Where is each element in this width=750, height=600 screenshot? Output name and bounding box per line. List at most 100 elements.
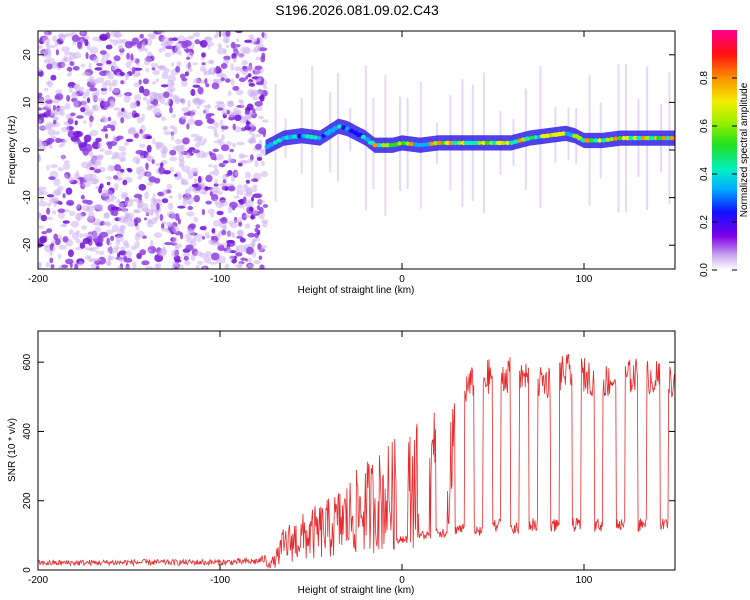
noise-blob bbox=[71, 92, 79, 99]
noise-blob bbox=[167, 97, 171, 105]
noise-blob bbox=[197, 86, 204, 95]
noise-blob bbox=[111, 156, 116, 160]
noise-blob bbox=[136, 230, 145, 238]
noise-blob bbox=[261, 32, 265, 38]
noise-blob bbox=[85, 143, 93, 152]
noise-blob bbox=[260, 55, 266, 63]
noise-blob bbox=[112, 88, 120, 94]
noise-blob bbox=[157, 191, 165, 197]
noise-blob bbox=[262, 221, 268, 228]
noise-blob bbox=[170, 133, 175, 141]
noise-blob bbox=[141, 113, 145, 122]
noise-blob bbox=[79, 177, 84, 185]
noise-blob bbox=[73, 130, 82, 138]
noise-blob bbox=[178, 150, 185, 156]
noise-blob bbox=[188, 147, 196, 151]
noise-blob bbox=[230, 63, 235, 71]
noise-blob bbox=[211, 186, 221, 193]
ridge-cell bbox=[405, 141, 410, 146]
ridge-cell bbox=[432, 141, 439, 146]
noise-blob bbox=[44, 103, 52, 110]
noise-blob bbox=[137, 169, 146, 177]
noise-blob bbox=[229, 148, 234, 153]
noise-blob bbox=[184, 71, 189, 77]
noise-blob bbox=[182, 137, 190, 145]
noise-blob bbox=[169, 106, 173, 114]
noise-blob bbox=[42, 125, 51, 131]
noise-blob bbox=[234, 66, 242, 72]
noise-blob bbox=[157, 95, 162, 102]
noise-blob bbox=[252, 96, 259, 101]
noise-blob bbox=[174, 139, 183, 145]
noise-blob bbox=[107, 254, 112, 262]
noise-blob bbox=[217, 43, 223, 48]
noise-blob bbox=[111, 209, 119, 217]
noise-blob bbox=[98, 256, 106, 265]
noise-blob bbox=[151, 67, 156, 71]
ridge-cell bbox=[533, 135, 538, 140]
noise-blob bbox=[52, 210, 57, 215]
noise-blob bbox=[242, 196, 247, 204]
noise-blob bbox=[228, 206, 233, 211]
noise-blob bbox=[187, 67, 193, 73]
noise-blob bbox=[113, 107, 120, 111]
noise-blob bbox=[38, 141, 44, 148]
noise-blob bbox=[50, 196, 59, 203]
noise-blob bbox=[113, 245, 120, 250]
noise-blob bbox=[65, 187, 73, 195]
noise-blob bbox=[46, 207, 50, 215]
y-tick-label: 20 bbox=[22, 49, 33, 61]
noise-blob bbox=[88, 76, 95, 79]
noise-blob bbox=[127, 168, 133, 173]
noise-blob bbox=[222, 36, 230, 44]
noise-blob bbox=[183, 255, 189, 261]
noise-blob bbox=[173, 127, 178, 135]
noise-blob bbox=[245, 179, 250, 184]
noise-blob bbox=[162, 145, 167, 153]
noise-blob bbox=[151, 92, 158, 97]
noise-blob bbox=[57, 167, 64, 172]
spectrogram-marks bbox=[38, 31, 675, 269]
noise-blob bbox=[50, 264, 55, 269]
ridge-cell bbox=[436, 140, 443, 146]
noise-blob bbox=[213, 168, 220, 177]
noise-blob bbox=[120, 246, 126, 251]
noise-blob bbox=[95, 97, 104, 102]
x-tick-label: -200 bbox=[28, 274, 48, 285]
noise-blob bbox=[205, 83, 210, 88]
noise-blob bbox=[114, 164, 121, 172]
noise-blob bbox=[236, 141, 245, 146]
noise-blob bbox=[144, 266, 154, 269]
noise-blob bbox=[255, 224, 261, 229]
colorbar-ticks: 0.0 0.2 0.4 0.6 0.8 bbox=[699, 71, 737, 277]
noise-blob bbox=[105, 229, 115, 235]
noise-blob bbox=[164, 52, 172, 58]
noise-blob bbox=[172, 145, 181, 151]
noise-blob bbox=[240, 257, 246, 261]
noise-blob bbox=[161, 71, 169, 80]
noise-blob bbox=[139, 249, 147, 256]
noise-blob bbox=[82, 199, 89, 204]
noise-blob bbox=[59, 109, 65, 117]
noise-blob bbox=[58, 211, 65, 219]
noise-blob bbox=[169, 88, 173, 97]
noise-blob bbox=[250, 214, 255, 220]
noise-blob bbox=[132, 261, 137, 269]
noise-blob bbox=[198, 150, 206, 159]
noise-blob bbox=[96, 178, 100, 183]
noise-blob bbox=[70, 136, 80, 142]
noise-blob bbox=[38, 186, 47, 191]
noise-blob bbox=[241, 60, 248, 66]
noise-blob bbox=[107, 116, 112, 122]
noise-blob bbox=[154, 263, 160, 269]
ridge-cell bbox=[484, 140, 491, 146]
noise-blob bbox=[226, 239, 235, 244]
noise-blob bbox=[187, 118, 195, 125]
noise-blob bbox=[122, 179, 128, 186]
noise-blob bbox=[68, 86, 73, 93]
noise-blob bbox=[248, 257, 253, 263]
noise-blob bbox=[54, 40, 59, 47]
noise-blob bbox=[251, 196, 254, 202]
snr-ylabel: SNR (10 * v/v) bbox=[7, 418, 18, 482]
noise-blob bbox=[65, 113, 72, 120]
